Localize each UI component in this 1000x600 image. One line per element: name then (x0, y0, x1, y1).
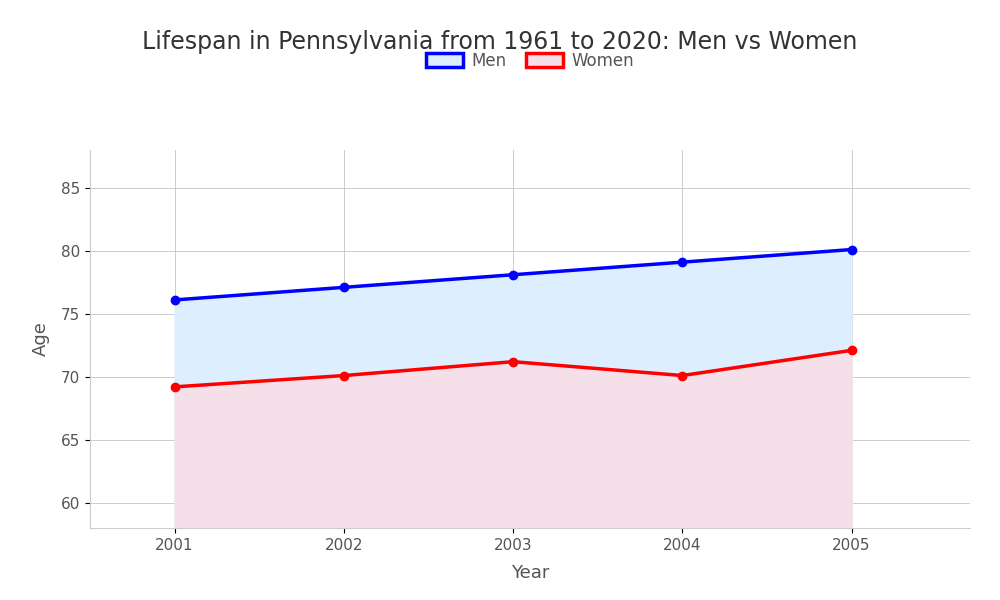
Legend: Men, Women: Men, Women (419, 45, 641, 76)
X-axis label: Year: Year (511, 564, 549, 582)
Text: Lifespan in Pennsylvania from 1961 to 2020: Men vs Women: Lifespan in Pennsylvania from 1961 to 20… (142, 30, 858, 54)
Y-axis label: Age: Age (32, 322, 50, 356)
